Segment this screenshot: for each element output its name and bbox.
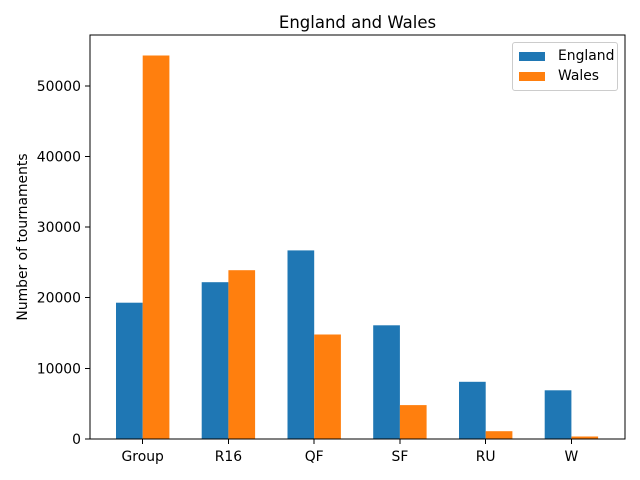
bar-england-ru — [459, 381, 486, 439]
bar-wales-qf — [314, 334, 341, 439]
bar-england-sf — [373, 325, 400, 439]
y-tick-label-10000: 10000 — [37, 361, 81, 377]
legend-swatch-wales-icon — [519, 72, 545, 81]
x-tick-label-group: Group — [122, 449, 164, 465]
bar-wales-sf — [399, 405, 427, 439]
legend-label-wales: Wales — [558, 67, 599, 84]
bar-england-w — [544, 390, 572, 439]
bar-england-r16 — [201, 282, 229, 439]
y-tick-label-50000: 50000 — [37, 79, 81, 95]
bar-wales-group — [142, 55, 170, 439]
bar-wales-w — [571, 436, 599, 439]
legend-swatch-england-icon — [519, 52, 545, 61]
y-tick-label-20000: 20000 — [37, 291, 81, 307]
y-tick-label-30000: 30000 — [37, 220, 81, 236]
legend-label-england: England — [558, 47, 615, 64]
x-tick-label-qf: QF — [305, 449, 324, 465]
y-tick-label-0: 0 — [72, 432, 81, 448]
x-tick-label-w: W — [565, 449, 579, 465]
x-tick-label-ru: RU — [476, 449, 496, 465]
x-tick-label-sf: SF — [392, 449, 409, 465]
plot-border — [89, 34, 626, 440]
bar-england-qf — [287, 250, 315, 439]
chart-title: England and Wales — [278, 13, 437, 32]
legend-entry-wales: Wales — [519, 68, 609, 85]
y-tick-label-40000: 40000 — [37, 149, 81, 165]
bar-england-group — [116, 302, 143, 439]
bar-wales-ru — [485, 431, 513, 439]
legend-entry-england: England — [519, 48, 614, 65]
legend: England Wales — [512, 42, 618, 91]
bar-wales-r16 — [228, 270, 256, 439]
x-tick-label-r16: R16 — [215, 449, 242, 465]
